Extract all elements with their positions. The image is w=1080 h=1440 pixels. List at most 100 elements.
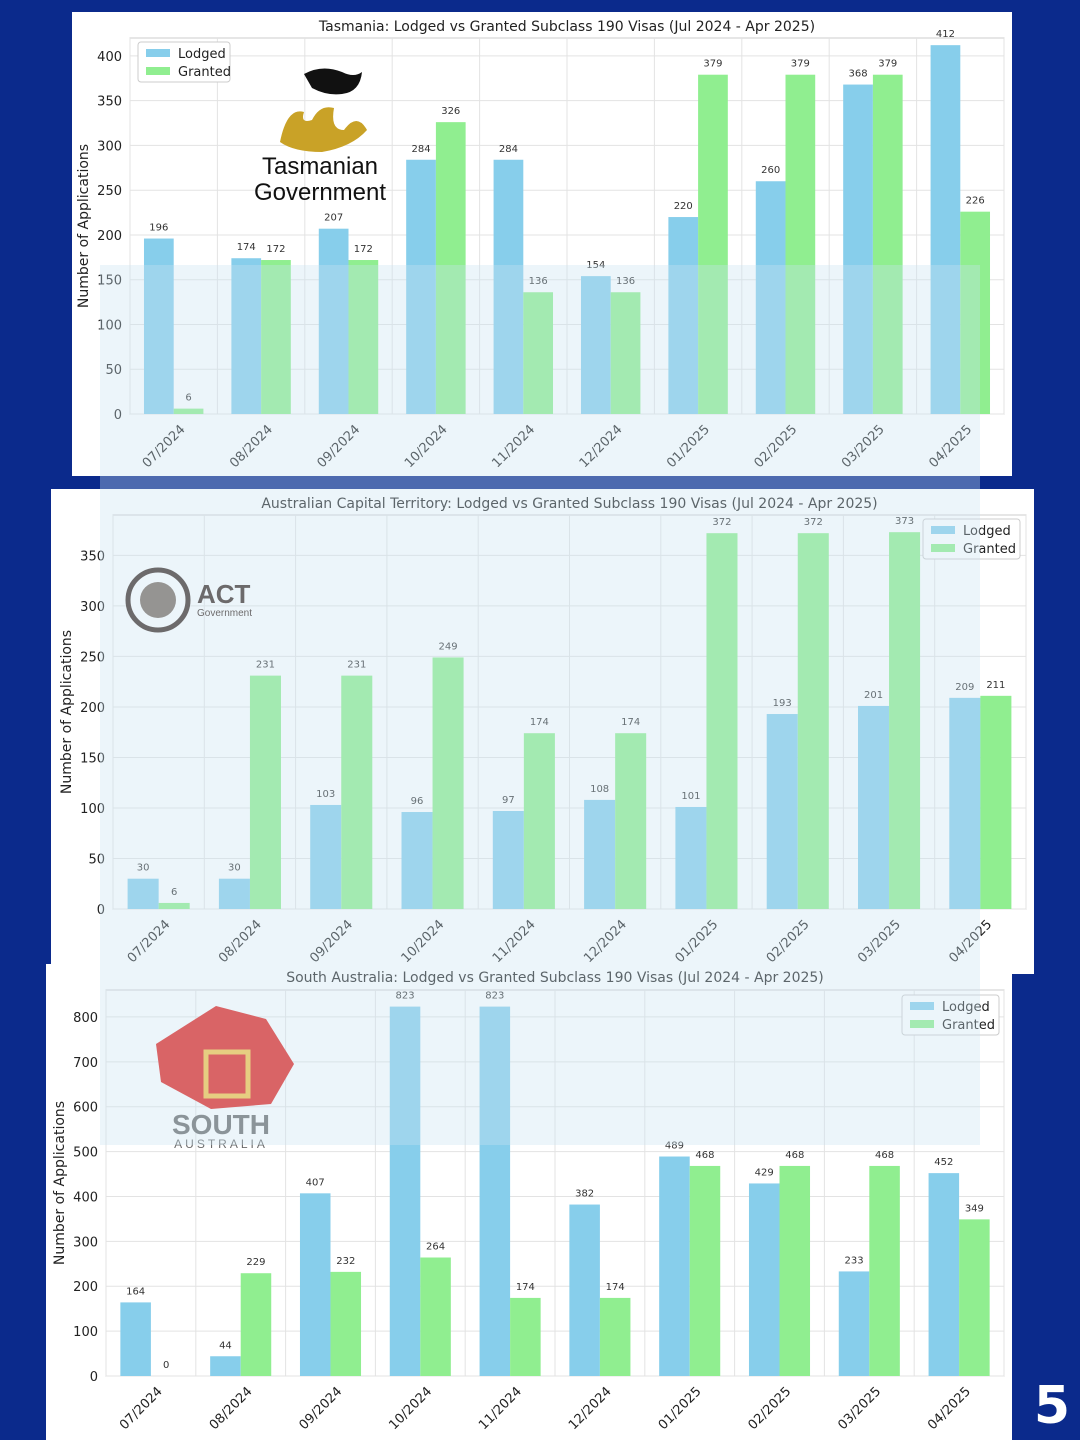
bar-granted: [785, 74, 816, 414]
y-tick-label: 500: [73, 1146, 98, 1161]
page-number: 5: [1033, 1376, 1070, 1436]
x-tick-label: 07/2024: [117, 1384, 166, 1433]
x-tick-label: 09/2024: [307, 917, 356, 966]
x-tick-label: 04/2025: [946, 917, 995, 966]
bar-lodged: [843, 84, 873, 415]
data-label: 0: [163, 1360, 169, 1371]
legend-label-lodged: Lodged: [178, 47, 226, 62]
legend-label-granted: Granted: [963, 542, 1016, 557]
legend: Lodged Granted: [137, 41, 231, 83]
y-tick-label: 200: [73, 1280, 98, 1295]
bar-granted: [779, 1165, 811, 1376]
data-label: 249: [439, 641, 458, 652]
y-tick-label: 400: [97, 50, 122, 65]
x-tick-label: 01/2025: [672, 917, 721, 966]
bar-lodged: [928, 1173, 960, 1376]
bar-granted: [610, 292, 641, 414]
bar-lodged: [748, 1183, 780, 1376]
y-tick-label: 200: [80, 701, 105, 716]
bar-granted: [261, 260, 291, 414]
legend-swatch-granted: [910, 1020, 934, 1028]
data-label: 326: [441, 106, 460, 117]
bar-lodged: [143, 238, 174, 414]
chart-title: South Australia: Lodged vs Granted Subcl…: [286, 970, 824, 986]
bar-granted: [615, 733, 647, 909]
data-label: 97: [502, 795, 515, 806]
bar-lodged: [318, 228, 349, 414]
x-tick-label: 10/2024: [386, 1384, 435, 1433]
legend: Lodged Granted: [901, 994, 1000, 1036]
legend-swatch-granted: [146, 67, 170, 75]
bar-lodged: [210, 1356, 241, 1376]
bar-granted: [240, 1273, 272, 1376]
legend-label-lodged: Lodged: [963, 524, 1011, 539]
y-tick-label: 100: [97, 318, 122, 333]
data-label: 201: [864, 690, 883, 701]
logo-devil-icon: [304, 68, 362, 95]
data-label: 372: [712, 517, 731, 528]
data-label: 489: [665, 1141, 684, 1152]
bar-granted: [435, 122, 466, 415]
data-label: 260: [761, 165, 780, 176]
bar-granted: [706, 533, 738, 909]
bar-lodged: [310, 804, 342, 909]
x-tick-label: 03/2025: [855, 917, 904, 966]
y-tick-label: 600: [73, 1101, 98, 1116]
data-label: 174: [621, 717, 640, 728]
data-label: 172: [354, 244, 373, 255]
bar-granted: [797, 533, 829, 909]
y-tick-label: 300: [73, 1235, 98, 1250]
bar-lodged: [668, 217, 699, 414]
data-label: 196: [149, 223, 168, 234]
x-tick-label: 04/2025: [926, 422, 975, 471]
bar-lodged: [580, 276, 611, 414]
bar-granted: [689, 1165, 721, 1376]
data-label: 154: [586, 260, 605, 271]
x-tick-label: 08/2024: [227, 422, 276, 471]
data-label: 193: [773, 698, 792, 709]
logo-text-line1: SOUTH: [172, 1109, 270, 1140]
x-tick-label: 11/2024: [476, 1384, 525, 1433]
x-tick-label: 03/2025: [835, 1384, 884, 1433]
legend-label-lodged: Lodged: [942, 1000, 990, 1015]
data-label: 368: [848, 69, 867, 80]
y-tick-label: 0: [97, 903, 105, 918]
y-tick-label: 200: [97, 229, 122, 244]
y-tick-label: 150: [97, 274, 122, 289]
logo-frame-icon: [203, 1049, 251, 1099]
data-label: 6: [185, 393, 191, 404]
y-tick-label: 350: [80, 549, 105, 564]
bar-granted: [341, 675, 373, 909]
data-label: 103: [316, 789, 335, 800]
data-label: 372: [804, 517, 823, 528]
bar-lodged: [492, 811, 524, 909]
bar-lodged: [675, 806, 707, 909]
logo-text-line1: ACT: [197, 579, 251, 609]
bar-granted: [158, 902, 190, 909]
y-tick-label: 700: [73, 1056, 98, 1071]
x-tick-label: 07/2024: [140, 422, 189, 471]
legend-swatch-lodged: [910, 1002, 934, 1010]
chart-title: Tasmania: Lodged vs Granted Subclass 190…: [318, 19, 815, 35]
data-label: 233: [844, 1255, 863, 1266]
bar-granted: [599, 1297, 631, 1376]
y-tick-label: 350: [97, 95, 122, 110]
data-label: 412: [936, 29, 955, 40]
x-tick-label: 04/2025: [925, 1384, 974, 1433]
y-tick-label: 100: [73, 1325, 98, 1340]
bar-granted: [420, 1257, 451, 1376]
bar-lodged: [493, 159, 524, 414]
bar-lodged: [218, 878, 250, 909]
data-label: 174: [530, 717, 549, 728]
y-axis-label: Number of Applications: [52, 1101, 68, 1265]
legend-swatch-lodged: [931, 526, 955, 534]
bar-lodged: [755, 181, 786, 414]
bar-lodged: [838, 1271, 870, 1376]
bar-lodged: [389, 1006, 421, 1376]
bar-granted: [249, 675, 281, 909]
bar-granted: [432, 657, 464, 909]
x-tick-label: 12/2024: [577, 422, 626, 471]
x-tick-label: 03/2025: [839, 422, 888, 471]
